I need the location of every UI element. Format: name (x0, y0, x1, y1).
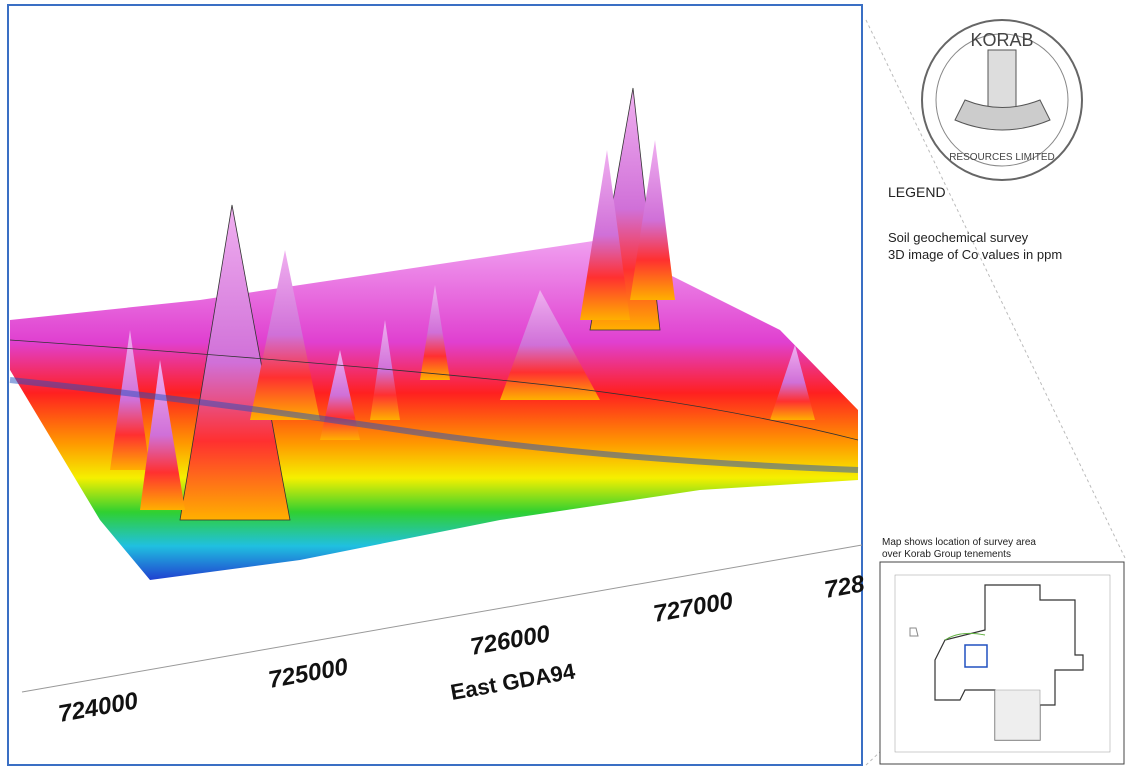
page: 724000 725000 726000 727000 728 East GDA… (0, 0, 1128, 770)
logo-subtitle: RESOURCES LIMITED (949, 152, 1055, 163)
logo-name: KORAB (970, 30, 1033, 50)
logo: KORAB RESOURCES LIMITED (922, 20, 1082, 180)
inset-caption: Map shows location of survey area (882, 537, 1036, 548)
legend-line: Soil geochemical survey (888, 230, 1029, 245)
inset-map (880, 562, 1124, 764)
legend-title: LEGEND (888, 184, 946, 200)
figure: 724000 725000 726000 727000 728 East GDA… (0, 0, 1128, 770)
legend-line: 3D image of Co values in ppm (888, 247, 1062, 262)
inset-caption: over Korab Group tenements (882, 549, 1011, 560)
